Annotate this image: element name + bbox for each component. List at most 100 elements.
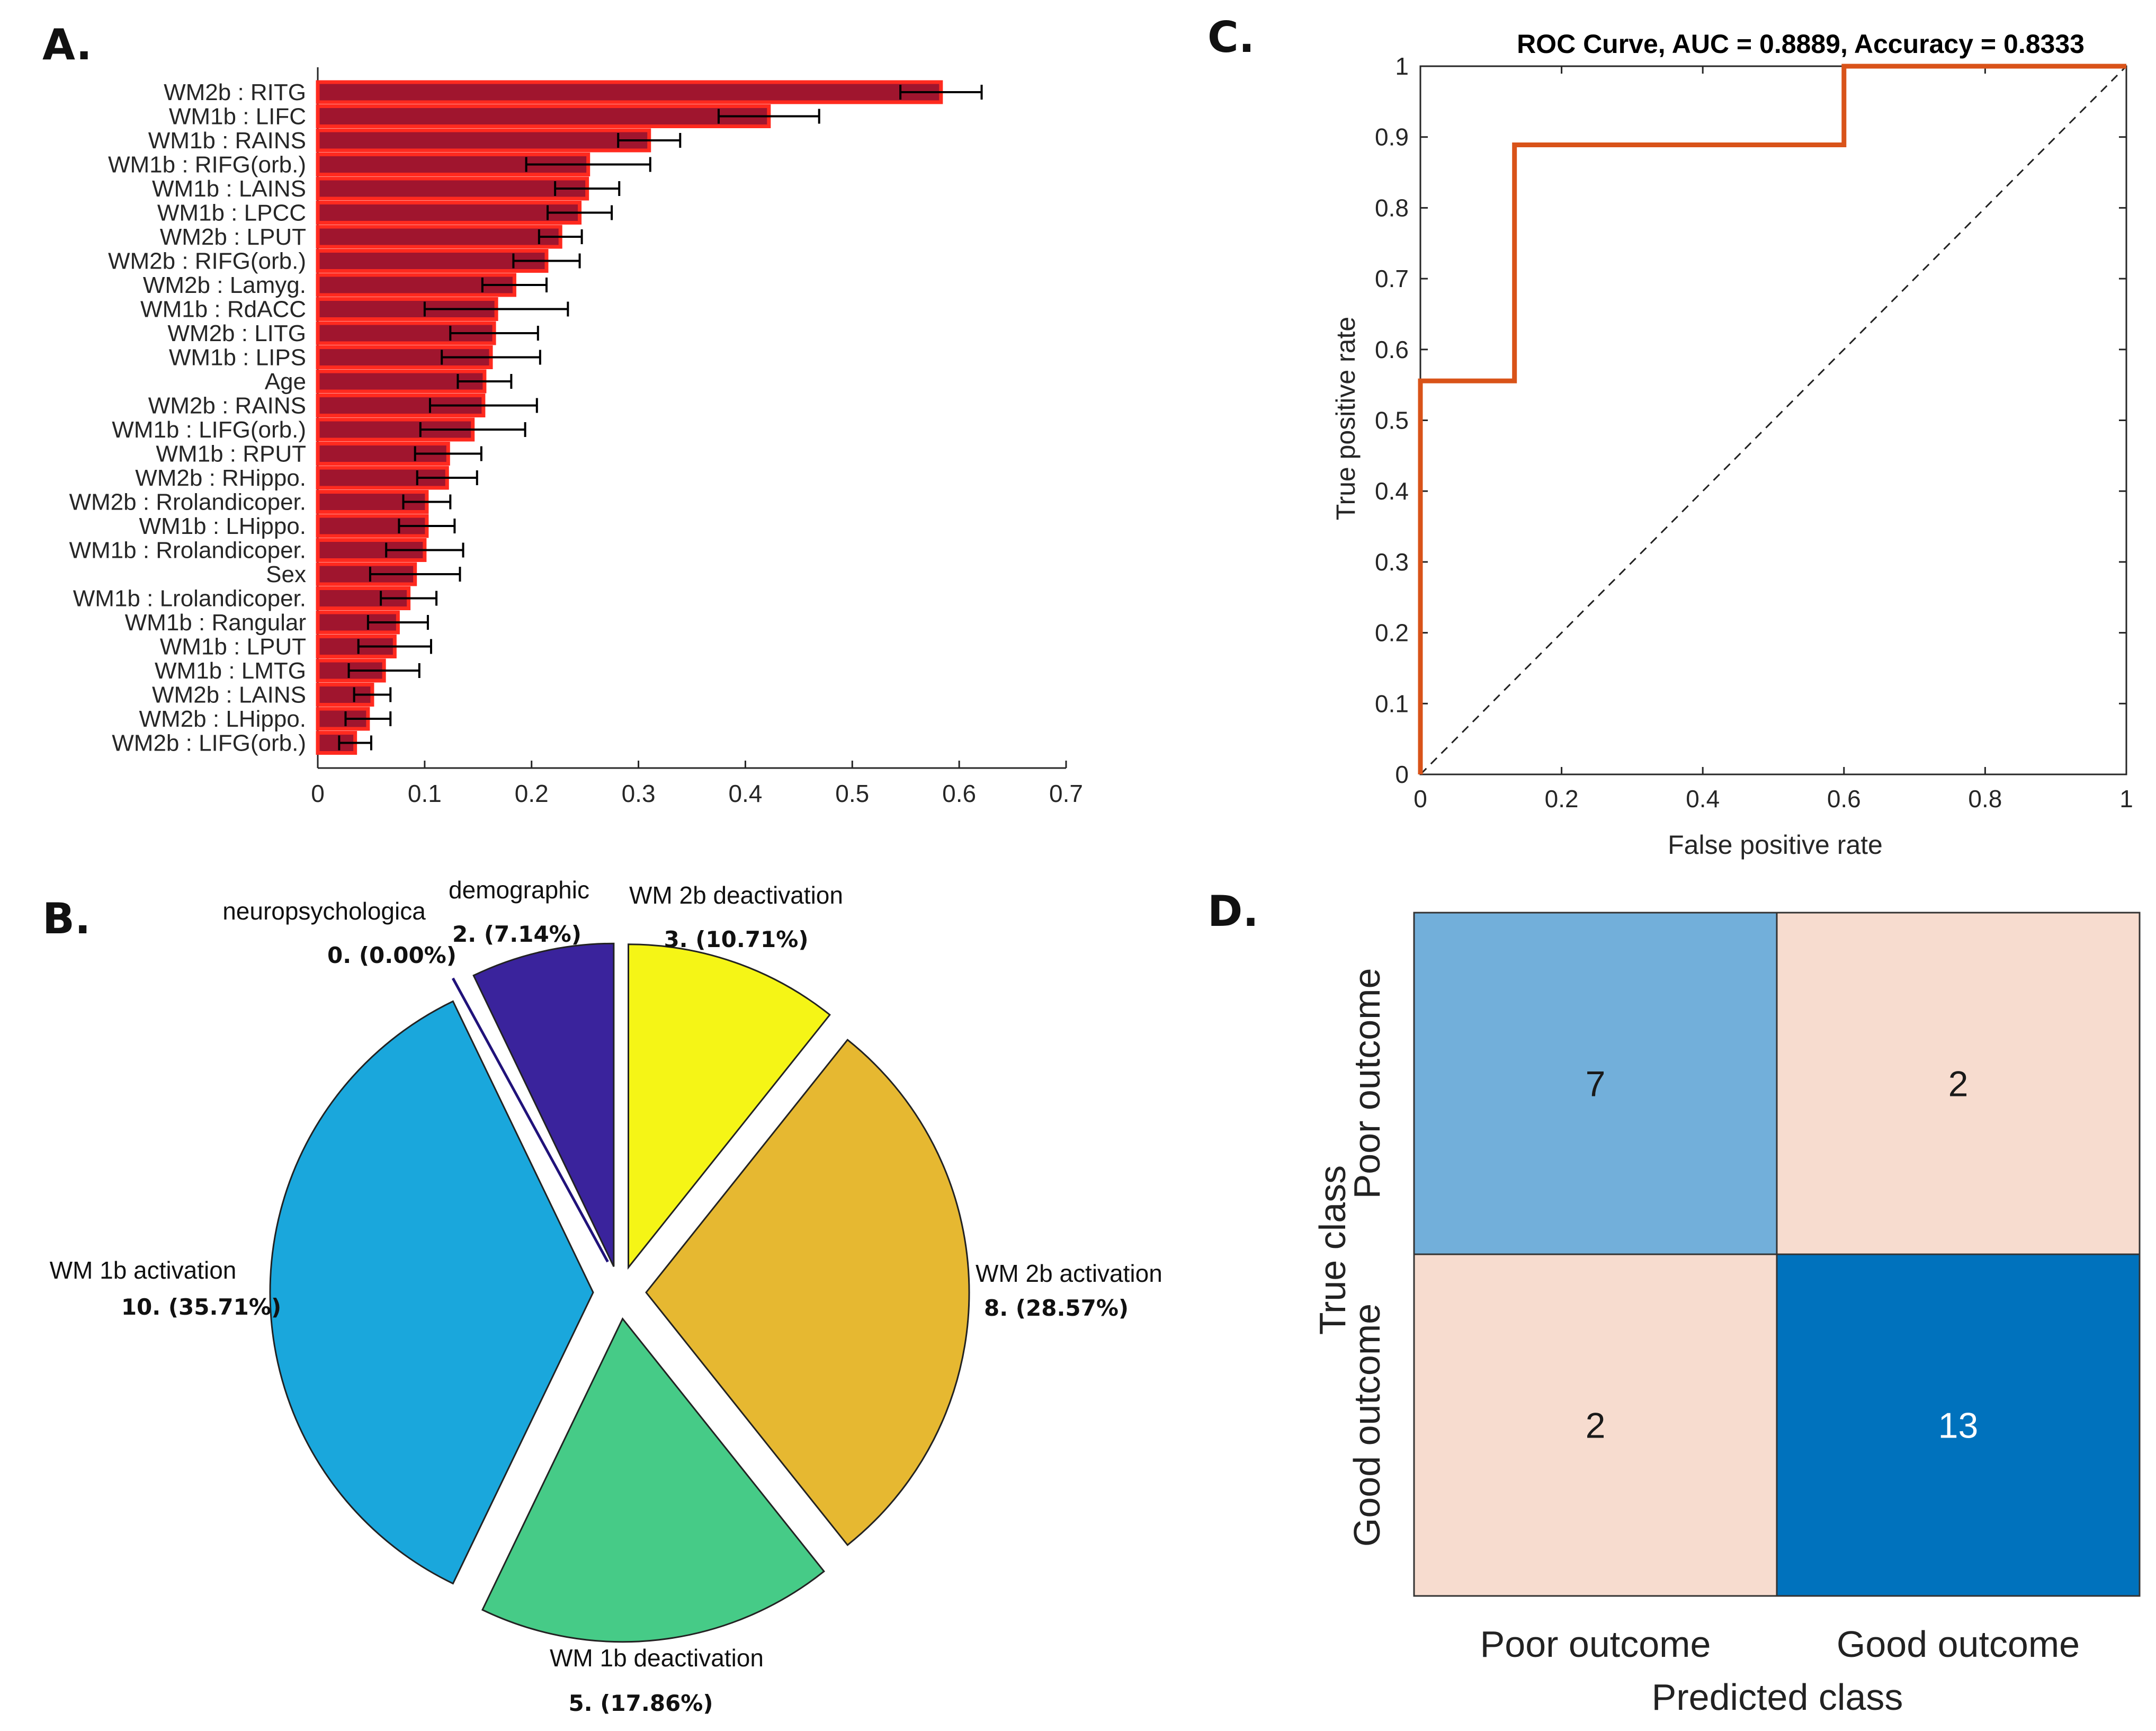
bar-chart-x-tick-label: 0.6 xyxy=(942,780,976,807)
bar-category-label: WM1b : RdACC xyxy=(140,297,306,323)
pie-slice-label: WM 1b deactivation xyxy=(550,1644,764,1672)
bar-category-label: WM2b : Lamyg. xyxy=(143,272,306,298)
roc-y-tick-label: 0.5 xyxy=(1375,407,1409,434)
confusion-cell-value: 2 xyxy=(1586,1406,1606,1446)
bar-category-label: WM2b : LAINS xyxy=(152,682,306,708)
roc-y-tick-label: 0.3 xyxy=(1375,548,1409,576)
bar xyxy=(316,225,562,249)
pie-slice xyxy=(451,977,609,1263)
roc-x-tick-label: 0.4 xyxy=(1686,785,1720,813)
pie-slice xyxy=(628,943,831,1270)
roc-x-tick-label: 0.8 xyxy=(1968,785,2002,813)
pie-slice xyxy=(472,942,615,1267)
bar xyxy=(316,104,771,128)
confusion-x-axis-label: Predicted class xyxy=(1652,1676,1903,1718)
panel-d-confusion-matrix: Predicted class True class 7 2 2 13 Poor out… xyxy=(1312,912,2141,1718)
bar-chart-x-tick-label: 0.3 xyxy=(622,780,656,807)
panel-letter-b: B. xyxy=(42,894,91,943)
bar-category-label: WM1b : RPUT xyxy=(156,441,306,467)
bar-category-label: WM2b : LHippo. xyxy=(139,706,306,732)
pie-slice xyxy=(645,1038,970,1547)
bar-chart-x-tick-label: 0.7 xyxy=(1049,780,1083,807)
bar xyxy=(316,176,589,201)
bar-category-label: WM1b : LIPS xyxy=(169,345,306,371)
bar-category-label: WM1b : LPUT xyxy=(160,634,306,660)
panel-c-roc-curve: ROC Curve, AUC = 0.8889, Accuracy = 0.83… xyxy=(1331,29,2133,860)
roc-y-tick-label: 0.4 xyxy=(1375,477,1409,505)
panel-letter-a: A. xyxy=(42,20,92,69)
confusion-cell xyxy=(1413,1253,1778,1597)
roc-curve-line xyxy=(1418,64,2126,774)
panel-b-feature-category-pie: neuropsychologica 0. (0.00%) demographic 2.… xyxy=(50,876,1162,1716)
bar-category-label: WM2b : RAINS xyxy=(148,393,306,419)
pie-slice-label: demographic xyxy=(449,876,589,904)
roc-x-tick-label: 0.2 xyxy=(1545,785,1579,813)
roc-y-tick-label: 0.1 xyxy=(1375,690,1409,717)
bar-category-label: WM1b : LAINS xyxy=(152,176,306,202)
bar-category-label: WM1b : LIFC xyxy=(169,104,306,130)
roc-x-tick-label: 1 xyxy=(2119,785,2133,813)
bar xyxy=(316,249,549,273)
bar-category-label: WM2b : LITG xyxy=(167,320,306,346)
roc-x-tick-label: 0 xyxy=(1414,785,1427,813)
pie-slice-value: 10. (35.71%) xyxy=(121,1294,281,1320)
bar xyxy=(316,80,943,104)
confusion-true-class-label: Poor outcome xyxy=(1346,968,1388,1199)
confusion-predicted-class-label: Good outcome xyxy=(1837,1623,2080,1665)
bar-chart-x-tick-label: 0.5 xyxy=(835,780,869,807)
confusion-cell-value: 13 xyxy=(1938,1406,1979,1446)
roc-x-axis-label: False positive rate xyxy=(1668,830,1883,860)
panel-letter-c: C. xyxy=(1207,13,1255,62)
bar-category-label: Sex xyxy=(266,561,306,587)
bar xyxy=(316,514,429,538)
bar-chart-x-tick-label: 0.4 xyxy=(728,780,762,807)
bar-category-label: WM1b : Lrolandicoper. xyxy=(73,586,306,612)
roc-y-tick-label: 0.2 xyxy=(1375,619,1409,647)
bar-chart-x-tick-label: 0 xyxy=(311,780,325,807)
bar-category-label: WM2b : LPUT xyxy=(160,224,306,250)
bar-category-label: WM2b : LIFG(orb.) xyxy=(112,730,306,756)
bar-chart-x-tick-label: 0.1 xyxy=(408,780,442,807)
pie-slice-label: neuropsychologica xyxy=(222,897,426,925)
bar xyxy=(316,128,651,153)
bar-category-label: WM1b : RIFG(orb.) xyxy=(108,152,306,178)
panel-letter-d: D. xyxy=(1207,887,1259,936)
bar-category-label: WM2b : Rrolandicoper. xyxy=(69,489,306,515)
confusion-cell xyxy=(1413,912,1778,1255)
bar-category-label: WM1b : LIFG(orb.) xyxy=(112,417,306,443)
pie-slice-value: 5. (17.86%) xyxy=(568,1690,713,1716)
confusion-cell-value: 2 xyxy=(1948,1064,1969,1104)
pie-slice-value: 2. (7.14%) xyxy=(452,921,582,947)
bar-category-label: WM1b : Rrolandicoper. xyxy=(69,538,306,564)
roc-y-tick-label: 0.9 xyxy=(1375,123,1409,151)
confusion-cell xyxy=(1776,912,2141,1255)
pie-slice-value: 3. (10.71%) xyxy=(664,926,808,952)
pie-slice-label: WM 1b activation xyxy=(50,1256,237,1284)
confusion-true-class-label: Good outcome xyxy=(1346,1304,1388,1547)
roc-y-tick-label: 0.8 xyxy=(1375,194,1409,221)
pie-slice xyxy=(481,1317,826,1643)
bar-category-label: WM1b : Rangular xyxy=(125,610,306,636)
bar xyxy=(316,201,582,225)
roc-y-tick-label: 0 xyxy=(1395,761,1409,788)
roc-chance-diagonal xyxy=(1419,65,2127,775)
roc-y-axis-label: True positive rate xyxy=(1331,317,1361,520)
confusion-y-axis-label: True class xyxy=(1312,1165,1353,1335)
pie-slice-label: WM 2b deactivation xyxy=(629,881,843,909)
roc-y-tick-label: 0.6 xyxy=(1375,336,1409,363)
roc-x-tick-label: 0.6 xyxy=(1827,785,1861,813)
pie-slice xyxy=(269,1000,594,1585)
confusion-cell-value: 7 xyxy=(1586,1064,1606,1104)
confusion-cell xyxy=(1776,1253,2141,1597)
bar-chart-x-tick-label: 0.2 xyxy=(515,780,549,807)
pie-slice-value: 8. (28.57%) xyxy=(984,1295,1129,1321)
bar-category-label: WM2b : RHippo. xyxy=(135,465,306,491)
roc-title: ROC Curve, AUC = 0.8889, Accuracy = 0.83… xyxy=(1517,29,2085,59)
pie-slice-label: WM 2b activation xyxy=(976,1260,1162,1287)
roc-y-tick-label: 1 xyxy=(1395,52,1409,80)
confusion-predicted-class-label: Poor outcome xyxy=(1480,1623,1711,1665)
roc-y-tick-label: 0.7 xyxy=(1375,265,1409,292)
bar-category-label: WM1b : LMTG xyxy=(155,658,306,684)
